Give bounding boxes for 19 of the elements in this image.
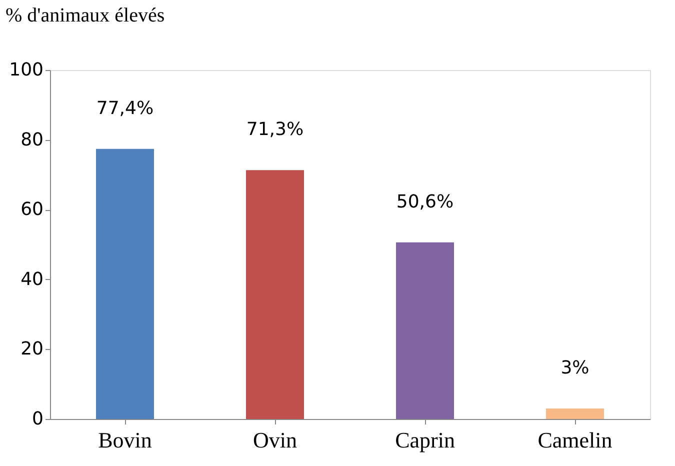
data-label: 3%	[560, 358, 590, 379]
y-tick-label: 0	[32, 408, 44, 430]
y-tick-label: 100	[9, 60, 44, 80]
data-label: 77,4%	[96, 98, 154, 119]
bar	[546, 408, 604, 419]
x-tick-label: Ovin	[253, 428, 297, 452]
x-tick-label: Camelin	[538, 428, 612, 452]
bar	[396, 242, 454, 419]
bar	[246, 170, 304, 419]
y-axis-title: % d'animaux élevés	[6, 4, 165, 26]
y-tick-label: 60	[20, 199, 44, 220]
data-label: 71,3%	[246, 119, 304, 140]
x-tick-label: Caprin	[395, 428, 455, 452]
y-tick-label: 20	[20, 338, 44, 360]
y-tick-label: 40	[20, 268, 44, 290]
data-label: 50,6%	[396, 191, 454, 212]
x-tick-label: Bovin	[98, 428, 152, 452]
y-tick-label: 80	[20, 129, 44, 150]
bar	[96, 148, 154, 419]
